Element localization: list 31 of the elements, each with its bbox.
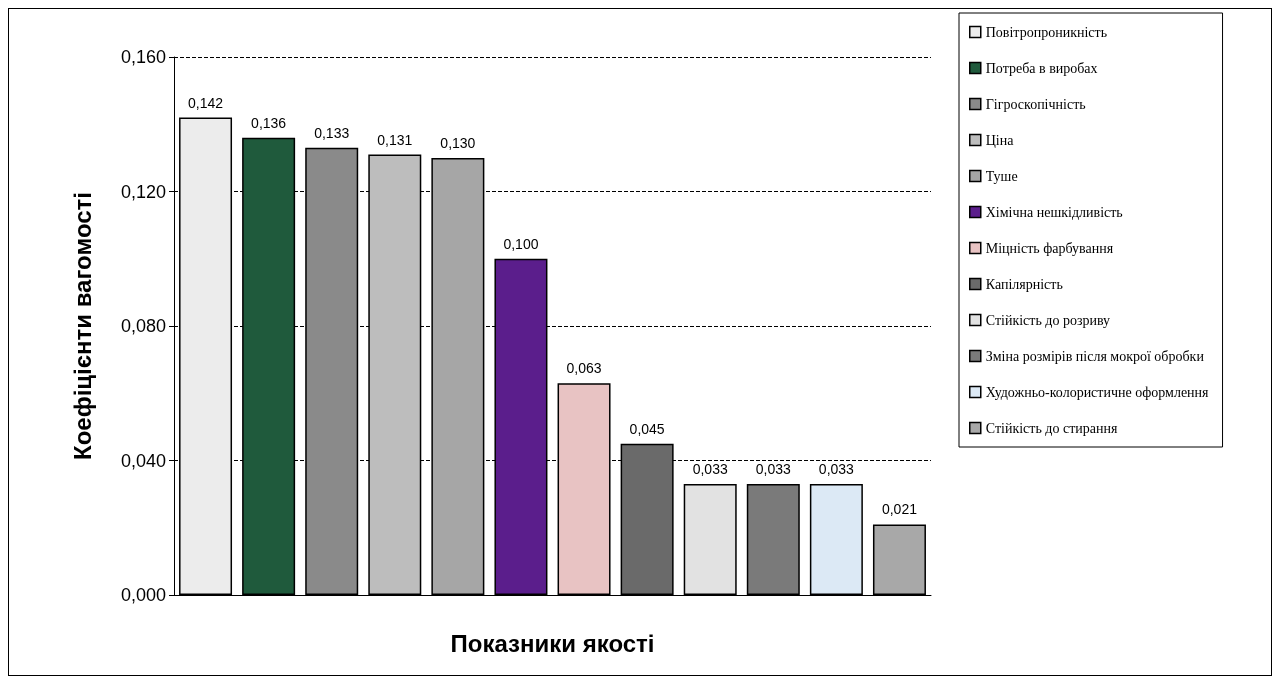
legend-label: Капілярність: [985, 276, 1063, 292]
data-label: 0,100: [503, 235, 539, 252]
y-tick-label: 0,120: [120, 181, 166, 202]
legend-label: Зміна розмірів після мокрої обробки: [985, 348, 1205, 364]
legend-label: Гігроскопічність: [985, 96, 1086, 112]
data-label: 0,033: [818, 461, 855, 478]
data-label: 0,033: [692, 461, 728, 478]
legend-label: Туше: [985, 168, 1018, 184]
data-label: 0,130: [440, 134, 476, 151]
data-label: 0,033: [755, 461, 792, 478]
x-axis-title: Показники якості: [450, 629, 655, 657]
data-label: 0,131: [377, 131, 413, 148]
y-tick-label: 0,160: [120, 47, 166, 67]
legend-label: Міцність фарбування: [985, 240, 1114, 256]
legend-label: Потреба в виробах: [985, 60, 1098, 76]
legend-label: Ціна: [985, 132, 1015, 148]
legend-label: Хімічна нешкідливість: [985, 204, 1123, 220]
legend-label: Стійкість до стирання: [985, 420, 1118, 436]
data-label: 0,142: [188, 94, 224, 111]
data-label: 0,063: [566, 360, 602, 377]
data-label: 0,136: [251, 114, 287, 131]
legend-label: Повітропроникність: [985, 24, 1108, 40]
legend-label: Стійкість до розриву: [985, 312, 1111, 328]
y-tick-label: 0,040: [120, 450, 166, 471]
y-tick-label: 0,000: [120, 585, 166, 605]
data-label: 0,021: [881, 501, 918, 518]
y-axis-title: Коефіцієнти вагомості: [68, 191, 96, 461]
data-label: 0,133: [314, 124, 350, 141]
legend-label: Художньо-колористичне оформлення: [985, 384, 1210, 400]
data-label: 0,045: [629, 420, 665, 437]
y-tick-label: 0,080: [120, 316, 166, 336]
